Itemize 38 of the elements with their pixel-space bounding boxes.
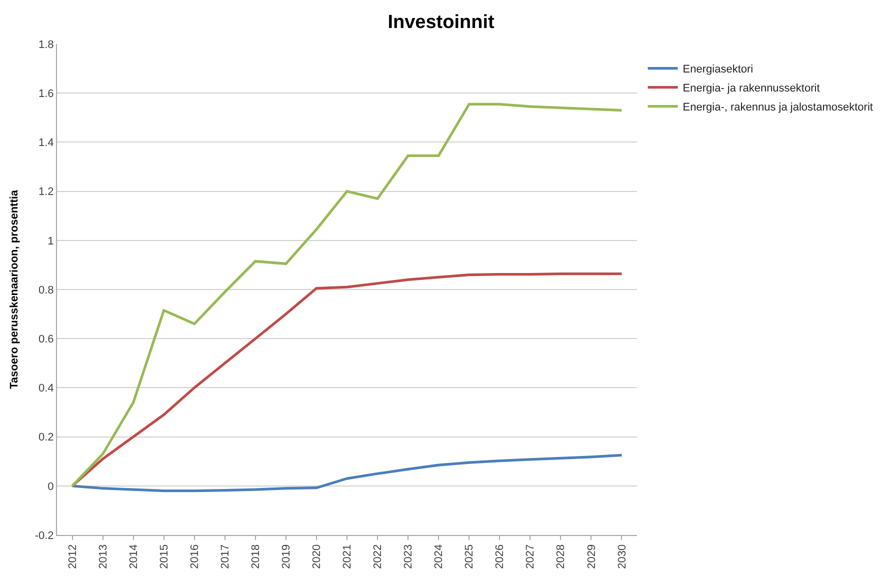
y-tick-label: 1.6: [38, 88, 54, 100]
x-tick-label: 2017: [219, 544, 232, 569]
y-tick-label: 1.2: [38, 186, 54, 198]
y-tick-label: -0.2: [34, 530, 54, 542]
x-tick-label: 2023: [402, 544, 415, 569]
x-tick-label: 2027: [524, 544, 537, 569]
x-tick-label: 2015: [158, 544, 170, 569]
y-tick-label: 0.4: [38, 382, 54, 395]
y-axis-title: Tasoero perusskenaarioon, prosenttia: [8, 189, 20, 390]
y-tick-label: 1.8: [38, 38, 54, 51]
x-tick-label: 2030: [616, 544, 628, 569]
legend-label: Energia- ja rakennussektorit: [682, 82, 820, 95]
x-tick-label: 2020: [311, 544, 324, 569]
x-tick-label: 2018: [250, 544, 262, 569]
x-tick-label: 2013: [97, 544, 110, 569]
legend-label: Energia-, rakennus ja jalostamosektorit: [682, 102, 873, 114]
line-series: [70, 272, 624, 488]
x-tick-label: 2025: [464, 544, 476, 569]
x-tick-label: 2028: [555, 544, 568, 569]
x-tick-label: 2029: [586, 544, 598, 569]
x-tick-label: 2022: [372, 544, 384, 569]
legend-label: Energiasektori: [682, 64, 754, 76]
x-tick-label: 2014: [128, 544, 140, 569]
y-tick-label: 0: [48, 480, 54, 493]
y-tick-label: 0.2: [38, 432, 54, 444]
x-tick-label: 2026: [494, 544, 506, 569]
y-tick-label: 0.6: [38, 333, 54, 346]
x-tick-label: 2024: [433, 544, 446, 569]
y-tick-label: 0.8: [38, 284, 54, 296]
chart-title: Investoinnit: [388, 12, 496, 33]
line-series: [70, 454, 624, 492]
x-tick-label: 2021: [342, 544, 354, 569]
x-tick-label: 2019: [280, 544, 293, 569]
x-tick-label: 2016: [188, 544, 201, 569]
y-tick-label: 1.4: [38, 137, 54, 150]
line-series: [70, 102, 624, 488]
x-tick-label: 2012: [66, 544, 79, 569]
y-tick-label: 1: [48, 235, 54, 248]
